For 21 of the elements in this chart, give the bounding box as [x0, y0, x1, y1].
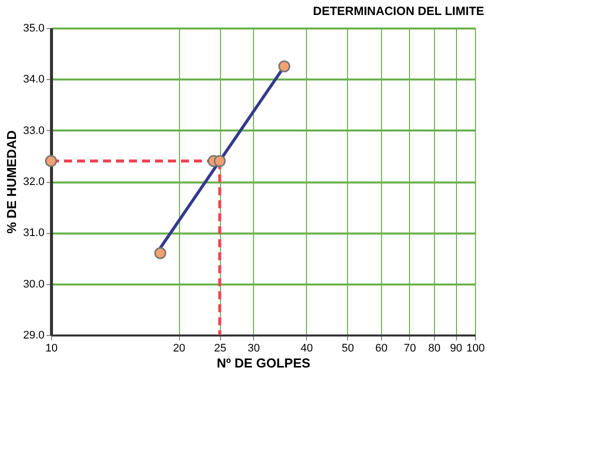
x-tick-label: 40 [300, 342, 313, 354]
x-tick-label: 50 [342, 342, 354, 354]
y-tick-label: 30.0 [23, 278, 44, 290]
x-tick-label: 70 [404, 342, 416, 354]
chart-title: DETERMINACION DEL LIMITE [313, 4, 484, 18]
x-tick-label: 60 [375, 342, 388, 354]
x-tick-label: 100 [466, 342, 485, 354]
y-tick-label: 32.0 [23, 176, 44, 188]
x-tick-label: 20 [173, 342, 186, 354]
x-tick-label: 80 [428, 342, 441, 354]
y-axis-title: % DE HUMEDAD [4, 130, 20, 234]
y-tick-label: 31.0 [23, 227, 44, 240]
y-tick-label: 33.0 [23, 124, 44, 137]
y-tick-label: 29.0 [23, 330, 44, 342]
x-tick-label: 30 [248, 342, 260, 354]
x-tick-label: 10 [45, 342, 58, 354]
y-tick-label: 35.0 [23, 22, 44, 34]
x-tick-label: 25 [214, 342, 226, 354]
y-tick-label: 34.0 [23, 74, 44, 86]
x-tick-label: 90 [450, 342, 462, 354]
x-axis-title: Nº DE GOLPES [216, 356, 311, 370]
